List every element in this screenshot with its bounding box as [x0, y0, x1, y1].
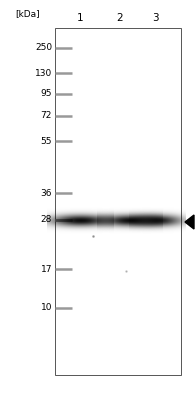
- Text: [kDa]: [kDa]: [16, 10, 40, 18]
- Text: 250: 250: [35, 44, 52, 52]
- Text: 17: 17: [41, 264, 52, 274]
- Bar: [55, 28, 181, 375]
- Text: 55: 55: [41, 136, 52, 146]
- Text: 3: 3: [152, 13, 158, 23]
- Text: 130: 130: [35, 68, 52, 78]
- Text: 28: 28: [41, 216, 52, 224]
- Text: 10: 10: [41, 304, 52, 312]
- Polygon shape: [185, 215, 194, 229]
- Text: 95: 95: [41, 90, 52, 98]
- Text: 1: 1: [77, 13, 83, 23]
- Text: 36: 36: [41, 188, 52, 198]
- Text: 72: 72: [41, 112, 52, 120]
- Text: 2: 2: [117, 13, 123, 23]
